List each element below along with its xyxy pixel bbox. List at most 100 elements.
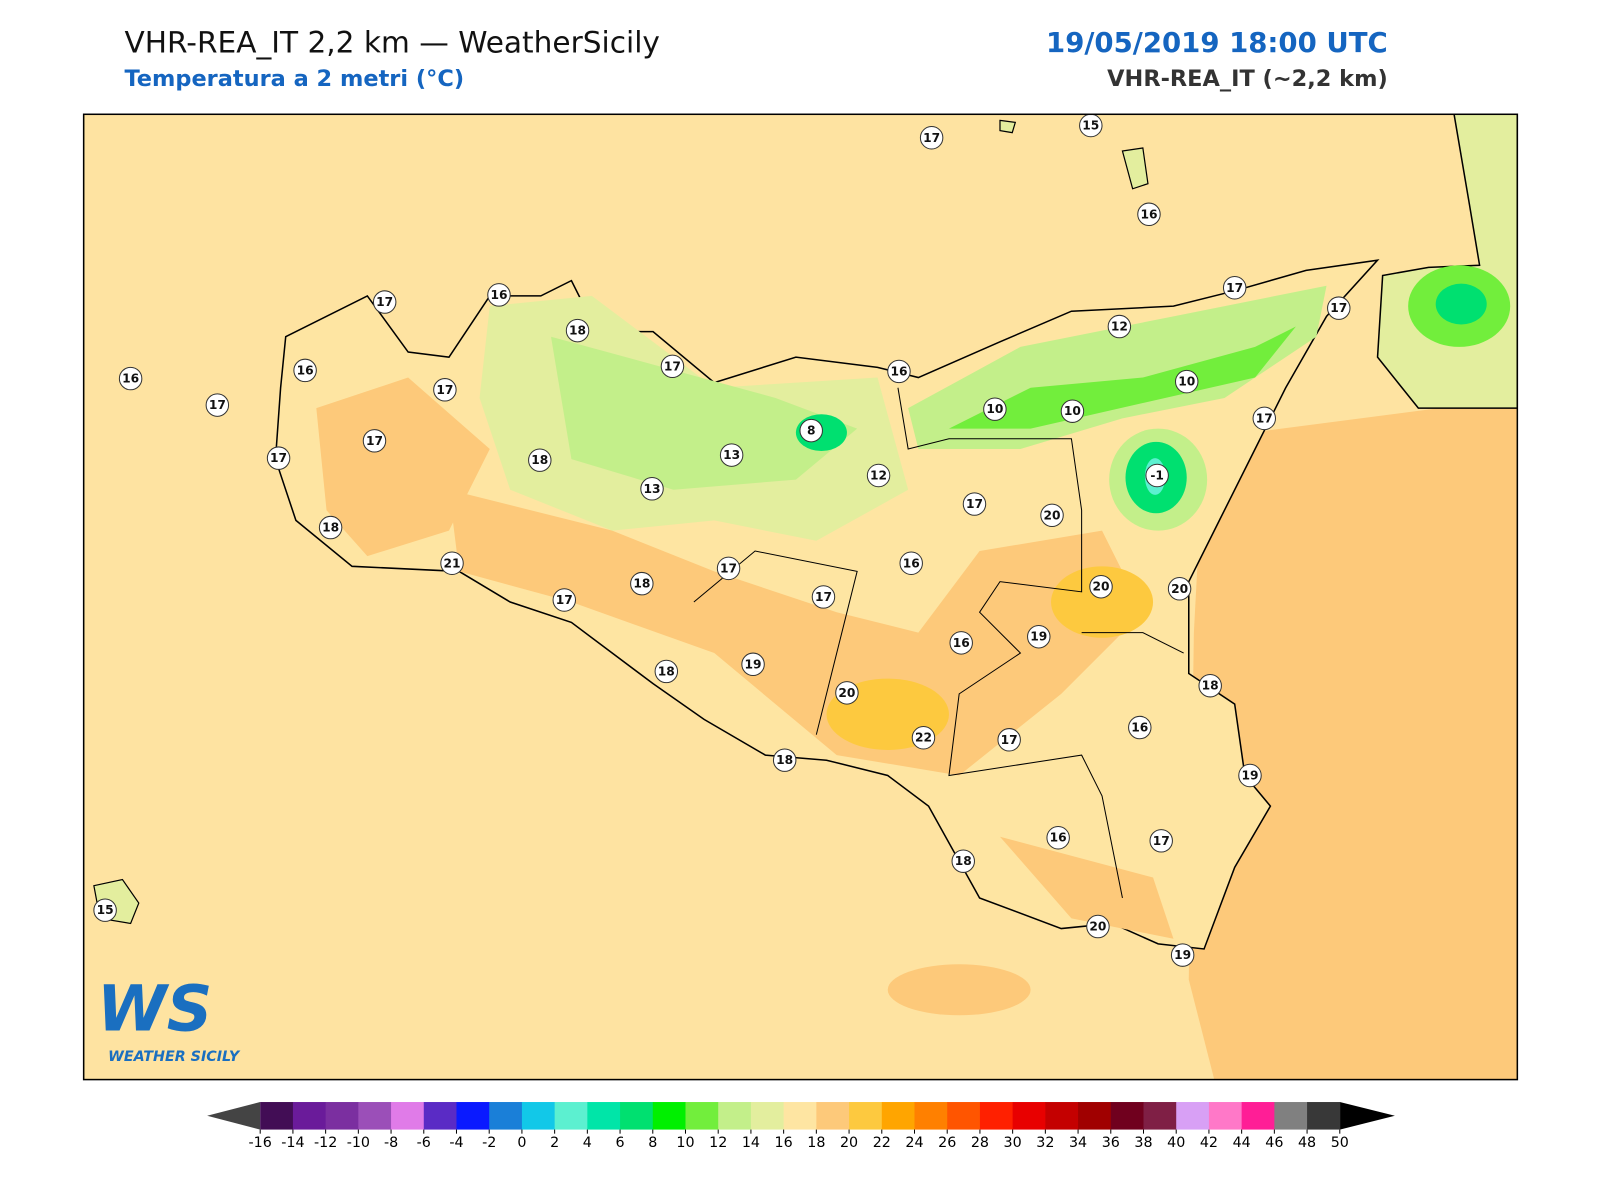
station: 17 xyxy=(433,378,457,402)
station-marker xyxy=(1238,763,1262,788)
station-value: 18 xyxy=(322,521,339,535)
colorbar-segment xyxy=(325,1102,359,1130)
station: 17 xyxy=(716,556,741,581)
station: 16 xyxy=(899,551,923,575)
station: 17 xyxy=(962,492,987,516)
station-value: 13 xyxy=(723,448,740,462)
station-marker xyxy=(487,283,511,307)
station-value: 18 xyxy=(1202,679,1219,693)
station-marker xyxy=(772,748,797,772)
station-marker xyxy=(1167,577,1192,601)
colorbar-segment xyxy=(783,1102,817,1130)
colorbar-segment xyxy=(1176,1102,1210,1130)
station-value: 18 xyxy=(531,453,548,467)
station: 12 xyxy=(1107,314,1132,339)
figure-content: VHR-REA_IT 2,2 km — WeatherSicily Temper… xyxy=(82,25,1519,1151)
colorbar-segment xyxy=(685,1102,719,1130)
colorbar-tick-label: 10 xyxy=(676,1135,694,1151)
map: 17 15 16 17 17 12 10 17 16 10 10 -1 17 16 18 17 16 16 17 17… xyxy=(83,114,1518,1080)
station-marker xyxy=(983,397,1007,421)
cold-area xyxy=(1435,283,1487,325)
station: 12 xyxy=(866,463,891,488)
colorbar-tick-label: 14 xyxy=(742,1135,760,1151)
station: 15 xyxy=(93,898,117,922)
colorbar-segment xyxy=(849,1102,883,1130)
station-value: 18 xyxy=(569,324,586,338)
station-marker xyxy=(1137,202,1161,227)
colorbar-tick-label: -12 xyxy=(314,1135,337,1151)
station-marker xyxy=(962,492,987,516)
station-marker xyxy=(1149,829,1173,853)
station-marker xyxy=(1174,369,1199,394)
station-marker xyxy=(887,359,911,384)
station-value: 19 xyxy=(745,657,762,671)
station: 17 xyxy=(811,585,836,609)
station-value: 17 xyxy=(1153,834,1170,848)
station: 17 xyxy=(372,290,397,314)
station-marker xyxy=(1128,715,1152,740)
cool-area xyxy=(551,336,858,490)
station-marker xyxy=(293,358,317,383)
station-marker xyxy=(911,726,936,750)
station-value: 16 xyxy=(1050,831,1067,845)
station-value: 20 xyxy=(838,686,855,700)
colorbar-segment xyxy=(620,1102,654,1130)
station-value: 22 xyxy=(915,731,932,745)
station-marker xyxy=(1222,276,1247,300)
colorbar-segment xyxy=(1241,1102,1275,1130)
station-value: 17 xyxy=(1256,411,1273,425)
colorbar-segment xyxy=(1274,1102,1308,1130)
colorbar-tick-label: 20 xyxy=(840,1135,858,1151)
map-frame xyxy=(82,113,1519,1081)
colorbar-segment xyxy=(1012,1102,1046,1130)
station-marker xyxy=(949,631,973,655)
cold-area xyxy=(948,326,1296,429)
colorbar-tick-label: 36 xyxy=(1102,1135,1120,1151)
station-value: 20 xyxy=(1089,920,1106,934)
colorbar-segment xyxy=(1208,1102,1243,1130)
stations: 17 15 16 17 17 12 10 17 16 10 10 -1 17 16 18 17 16 16 17 17… xyxy=(93,114,1351,967)
station-marker xyxy=(716,556,741,581)
colorbar-tick-label: 30 xyxy=(1004,1135,1022,1151)
logo-mark: WS xyxy=(97,972,212,1046)
colorbar-segment xyxy=(1110,1102,1145,1130)
station: 16 xyxy=(1137,202,1161,227)
station: 13 xyxy=(719,443,744,467)
station: 17 xyxy=(919,126,944,150)
station: 18 xyxy=(772,748,797,772)
colorbar-tick-label: 2 xyxy=(550,1135,559,1151)
station: 17 xyxy=(1149,829,1173,853)
station-value: 20 xyxy=(1171,582,1188,596)
colorbar-tick-label: 32 xyxy=(1036,1135,1054,1151)
station-marker xyxy=(660,354,685,379)
station-value: 12 xyxy=(1111,320,1128,334)
station-value: -1 xyxy=(1150,469,1164,483)
station-marker xyxy=(433,378,457,402)
station-value: 12 xyxy=(870,469,887,483)
station: 17 xyxy=(552,588,577,612)
station-marker xyxy=(997,728,1021,752)
station-marker xyxy=(205,393,230,417)
station: 21 xyxy=(440,551,464,575)
station: 10 xyxy=(1060,399,1085,423)
colorbar-segment xyxy=(292,1102,327,1130)
station-value: 16 xyxy=(1140,207,1157,221)
colorbar-segment xyxy=(947,1102,981,1130)
station-value: 19 xyxy=(1241,769,1258,783)
station-value: 18 xyxy=(633,577,650,591)
warm-area xyxy=(1051,566,1154,638)
station-value: 10 xyxy=(1064,404,1081,418)
subtitle: Temperatura a 2 metri (°C) xyxy=(124,66,464,92)
colorbar-tick-label: 48 xyxy=(1298,1135,1316,1151)
station-marker xyxy=(640,477,664,501)
station: 18 xyxy=(1198,673,1222,698)
station-marker xyxy=(1198,673,1222,698)
station: 19 xyxy=(1238,763,1262,788)
colorbar-segment xyxy=(358,1102,392,1130)
station-value: 16 xyxy=(490,288,507,302)
station-value: 17 xyxy=(966,497,983,511)
warm-sea xyxy=(1188,397,1518,1080)
station-value: 16 xyxy=(122,372,139,386)
